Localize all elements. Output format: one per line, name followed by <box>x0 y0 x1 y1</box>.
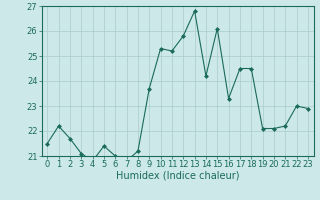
X-axis label: Humidex (Indice chaleur): Humidex (Indice chaleur) <box>116 171 239 181</box>
